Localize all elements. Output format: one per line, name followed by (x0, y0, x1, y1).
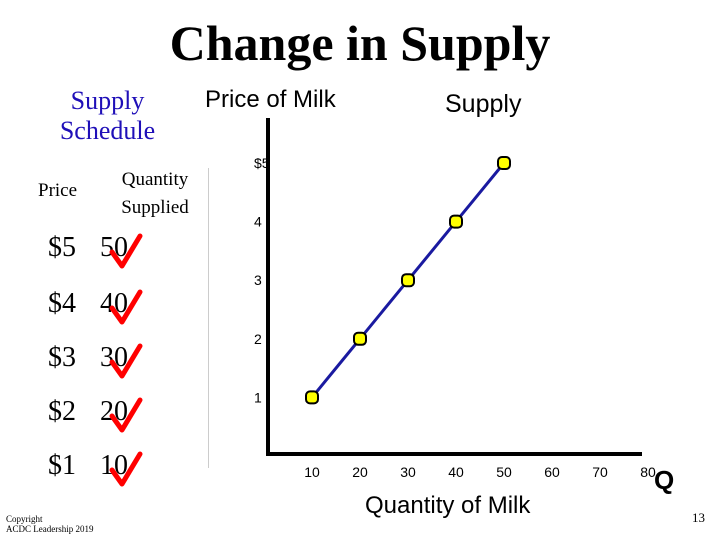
strike-marks (109, 233, 143, 487)
x-tick-label: 40 (448, 464, 464, 480)
schedule-row-price: $5 (48, 232, 76, 263)
x-axis-end-label: Q (654, 465, 675, 495)
y-tick-label: 1 (254, 389, 262, 405)
schedule-divider (208, 168, 209, 468)
y-tick-labels: 1 2 3 4 $5 (254, 155, 270, 405)
schedule-row-price: $3 (48, 342, 76, 373)
x-tick-label: 60 (544, 464, 560, 480)
strike-mark (109, 289, 143, 325)
supply-point (497, 156, 511, 170)
strike-mark (109, 451, 143, 487)
schedule-row-price: $1 (48, 450, 76, 481)
schedule-row-price: $2 (48, 396, 76, 427)
x-tick-label: 70 (592, 464, 608, 480)
supply-curve-label: Supply (445, 90, 522, 118)
x-tick-label: 80 (640, 464, 656, 480)
x-axis-label: Quantity of Milk (365, 492, 531, 519)
quantity-header-line1: Quantity (121, 169, 189, 190)
y-axis-label: Price of Milk (205, 86, 336, 113)
y-tick-label: 2 (254, 331, 262, 347)
strike-mark (109, 397, 143, 433)
x-tick-label: 10 (304, 464, 320, 480)
supply-points (305, 156, 511, 405)
quantity-column-header: Quantity Supplied (110, 166, 200, 222)
x-tick-label: 50 (496, 464, 512, 480)
schedule-title-line1: Supply (70, 86, 145, 115)
copyright-line1: Copyright (6, 514, 43, 524)
copyright-line2: ACDC Leadership 2019 (6, 524, 94, 534)
y-tick-label: 3 (254, 272, 262, 288)
y-tick-label: $5 (254, 155, 270, 171)
schedule-title-line2: Schedule (59, 116, 156, 145)
quantity-header-line2: Supplied (121, 197, 189, 218)
x-tick-label: 20 (352, 464, 368, 480)
copyright-notice: Copyright ACDC Leadership 2019 (6, 514, 146, 534)
y-tick-label: 4 (254, 214, 262, 230)
strike-mark (109, 343, 143, 379)
x-tick-label: 30 (400, 464, 416, 480)
supply-point (353, 331, 367, 346)
price-column-header: Price (38, 180, 78, 201)
schedule-row-price: $4 (48, 288, 76, 319)
strike-mark (109, 233, 143, 269)
supply-point (401, 273, 415, 288)
slide-number: 13 (692, 510, 705, 525)
schedule-title: Supply Schedule (40, 86, 175, 146)
supply-point (449, 214, 463, 229)
x-tick-labels: 10 20 30 40 50 60 70 80 (304, 464, 656, 480)
page-title: Change in Supply (169, 15, 551, 71)
supply-point (305, 390, 319, 405)
